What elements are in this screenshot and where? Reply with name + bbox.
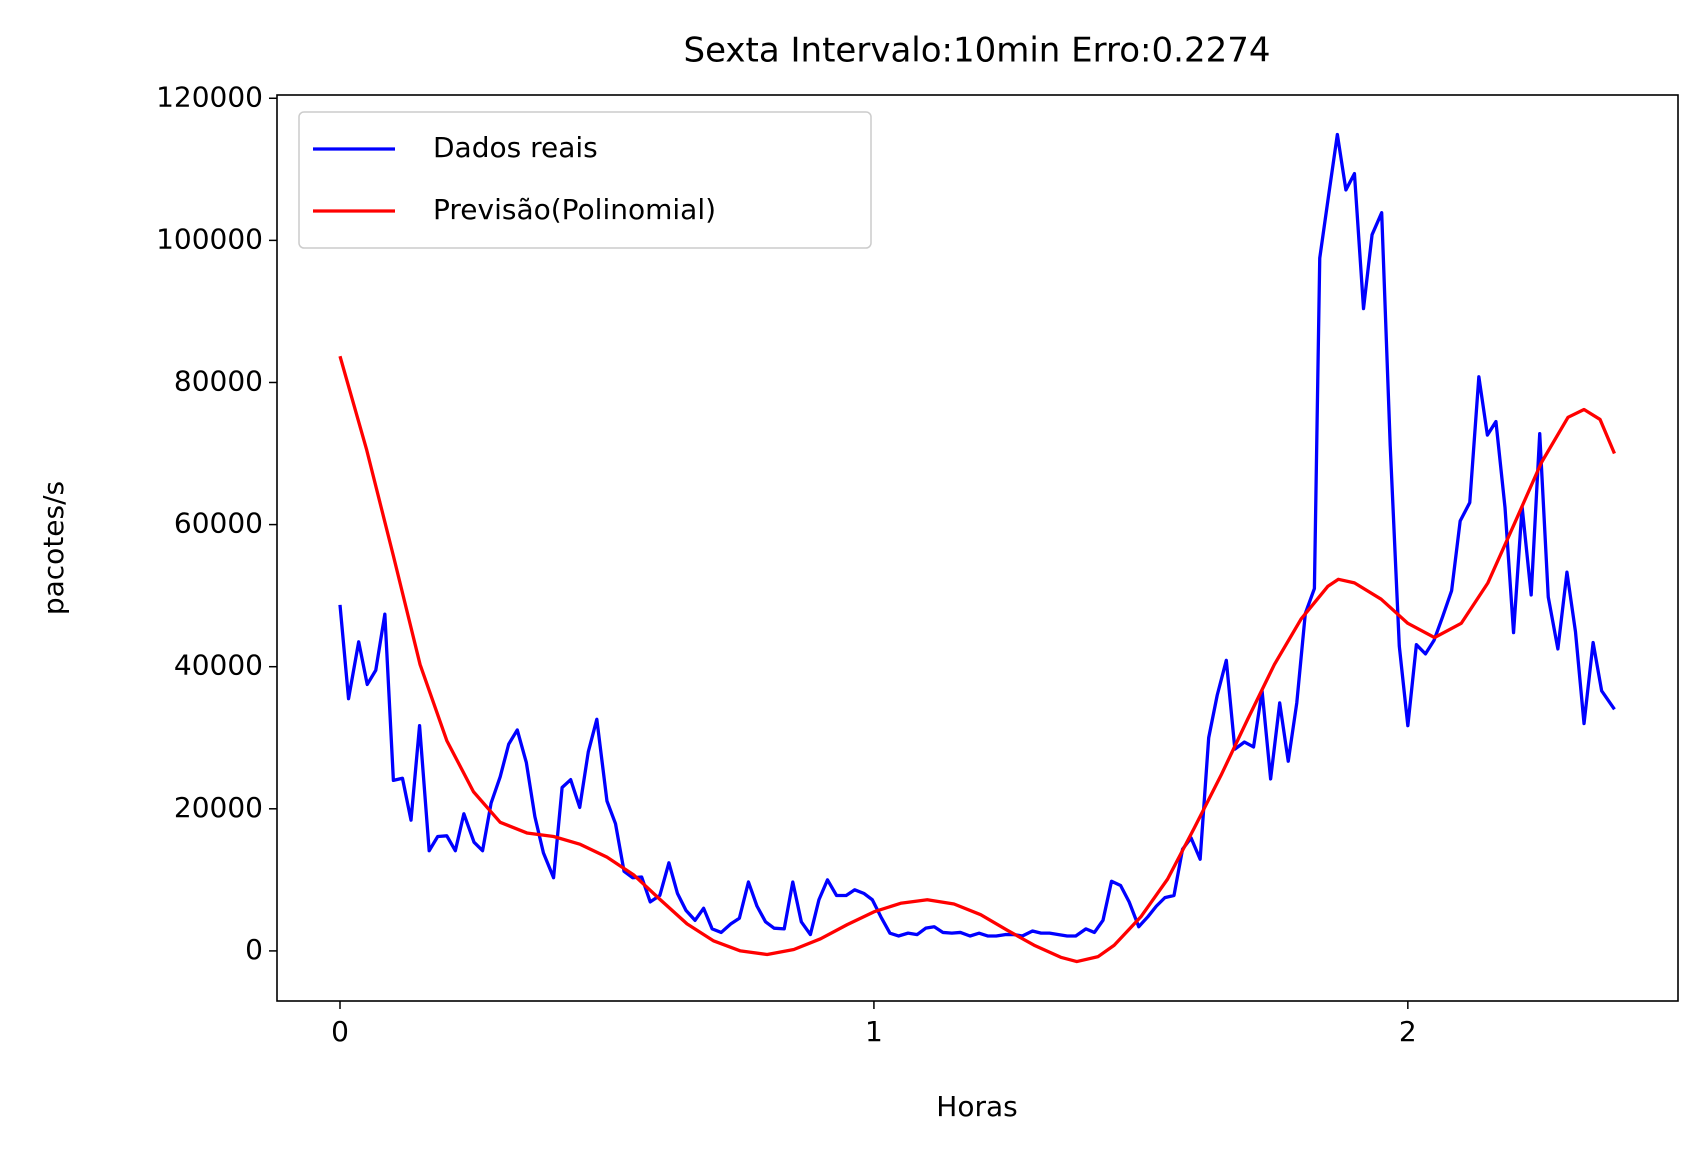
x-tick-label: 1 [865,1015,883,1048]
y-axis-label: pacotes/s [37,481,70,615]
y-tick-label: 120000 [156,80,263,113]
x-axis-label: Horas [936,1090,1017,1123]
x-tick-label: 0 [331,1015,349,1048]
series-line [338,355,1616,964]
y-tick-label: 80000 [174,364,263,397]
chart-title: Sexta Intervalo:10min Erro:0.2274 [684,31,1271,71]
y-tick-label: 100000 [156,222,263,255]
y-tick-label: 60000 [174,507,263,540]
legend-box [298,111,872,249]
series-line [338,132,1616,938]
legend-label: Dados reais [433,131,598,164]
y-tick-label: 40000 [174,649,263,682]
legend-label: Previsão(Polinomial) [433,193,716,226]
y-tick-label: 0 [245,933,263,966]
x-tick-label: 2 [1399,1015,1417,1048]
y-tick-label: 20000 [174,791,263,824]
plot-frame [276,94,1679,1002]
